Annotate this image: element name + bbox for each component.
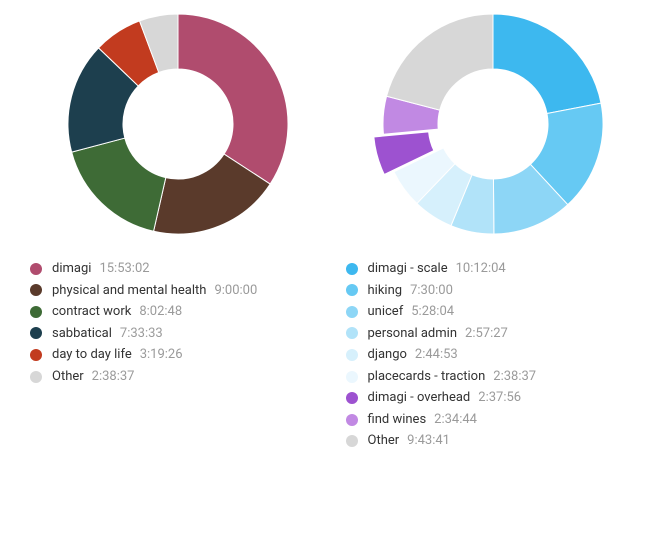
legend-label: dimagi - scale [368,260,448,278]
right-slice-scale[interactable] [493,14,601,114]
legend-swatch-icon [346,349,358,361]
right-legend-row-django[interactable]: django 2:44:53 [346,346,537,364]
legend-swatch-icon [346,284,358,296]
right-column: dimagi - scale 10:12:04 hiking 7:30:00 unice… [336,4,652,532]
legend-label: day to day life [52,346,132,364]
legend-value: 8:02:48 [139,303,182,321]
legend-label: placecards - traction [368,368,486,386]
left-legend-row-dimagi[interactable]: dimagi 15:53:02 [30,260,257,278]
legend-value: 9:43:41 [407,432,450,450]
legend-label: unicef [368,303,404,321]
legend-swatch-icon [30,263,42,275]
left-legend-row-day_to_day[interactable]: day to day life 3:19:26 [30,346,257,364]
legend-label: sabbatical [52,325,112,343]
left-column: dimagi 15:53:02 physical and mental health… [20,4,336,532]
legend-swatch-icon [346,371,358,383]
legend-swatch-icon [30,306,42,318]
legend-label: find wines [368,411,427,429]
legend-swatch-icon [346,306,358,318]
left-donut-chart [58,4,298,244]
legend-swatch-icon [346,263,358,275]
right-legend-row-admin[interactable]: personal admin 2:57:27 [346,325,537,343]
legend-label: physical and mental health [52,282,206,300]
legend-swatch-icon [346,414,358,426]
legend-value: 7:33:33 [120,325,163,343]
right-legend-row-findwines[interactable]: find wines 2:34:44 [346,411,537,429]
left-legend-row-other[interactable]: Other 2:38:37 [30,368,257,386]
left-legend-row-contract[interactable]: contract work 8:02:48 [30,303,257,321]
legend-value: 2:57:27 [465,325,508,343]
left-legend-row-sabbatical[interactable]: sabbatical 7:33:33 [30,325,257,343]
legend-swatch-icon [346,392,358,404]
legend-value: 9:00:00 [214,282,257,300]
legend-label: hiking [368,282,403,300]
legend-value: 7:30:00 [410,282,453,300]
left-chart-holder [20,4,336,260]
legend-label: Other [368,432,400,450]
right-slice-other[interactable] [387,14,493,110]
right-legend-row-overhead[interactable]: dimagi - overhead 2:37:56 [346,389,537,407]
left-slice-dimagi[interactable] [178,14,288,184]
legend-swatch-icon [30,284,42,296]
left-legend-row-phys_mental[interactable]: physical and mental health 9:00:00 [30,282,257,300]
legend-value: 2:37:56 [478,389,521,407]
right-chart-holder [336,4,652,260]
legend-label: contract work [52,303,131,321]
legend-swatch-icon [30,371,42,383]
legend-swatch-icon [346,327,358,339]
right-legend-row-hiking[interactable]: hiking 7:30:00 [346,282,537,300]
right-legend: dimagi - scale 10:12:04 hiking 7:30:00 unice… [336,260,537,450]
legend-value: 15:53:02 [99,260,149,278]
legend-label: personal admin [368,325,458,343]
legend-label: dimagi [52,260,91,278]
legend-swatch-icon [346,435,358,447]
legend-value: 10:12:04 [456,260,506,278]
legend-value: 5:28:04 [411,303,454,321]
legend-swatch-icon [30,327,42,339]
right-legend-row-scale[interactable]: dimagi - scale 10:12:04 [346,260,537,278]
legend-value: 3:19:26 [140,346,183,364]
charts-wrapper: dimagi 15:53:02 physical and mental health… [0,0,671,536]
left-slice-contract[interactable] [71,138,165,231]
right-legend-row-placecards[interactable]: placecards - traction 2:38:37 [346,368,537,386]
right-donut-chart [373,4,613,244]
right-legend-row-unicef[interactable]: unicef 5:28:04 [346,303,537,321]
legend-swatch-icon [30,349,42,361]
legend-value: 2:38:37 [493,368,536,386]
legend-label: Other [52,368,84,386]
legend-label: django [368,346,407,364]
legend-label: dimagi - overhead [368,389,471,407]
legend-value: 2:44:53 [415,346,458,364]
legend-value: 2:38:37 [92,368,135,386]
right-legend-row-other[interactable]: Other 9:43:41 [346,432,537,450]
left-legend: dimagi 15:53:02 physical and mental health… [20,260,257,385]
legend-value: 2:34:44 [434,411,477,429]
